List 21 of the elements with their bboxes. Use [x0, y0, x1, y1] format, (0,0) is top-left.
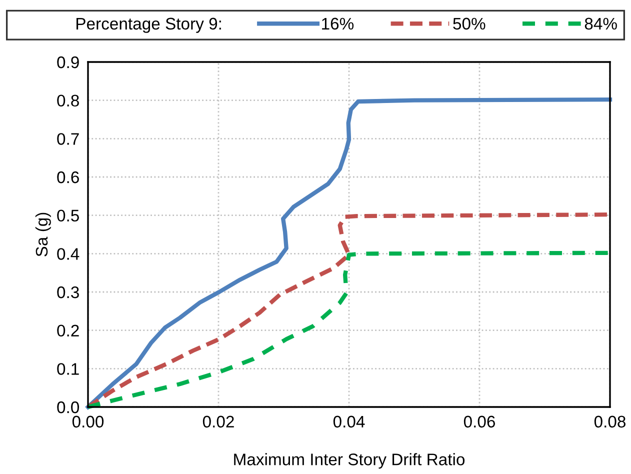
y-tick-label: 0.7 [57, 133, 79, 145]
x-tick-label: 0.02 [202, 416, 234, 428]
legend-title: Percentage Story 9: [76, 18, 221, 33]
x-axis-title: Maximum Inter Story Drift Ratio [234, 453, 465, 469]
y-tick-label: 0.0 [57, 401, 80, 414]
y-tick-label: 0.3 [57, 286, 79, 298]
x-tick-label: 0.04 [333, 416, 365, 428]
y-tick-label: 0.1 [57, 363, 79, 375]
y-tick-label: 0.2 [57, 324, 79, 337]
y-tick-label: 0.9 [57, 56, 79, 68]
y-tick-label: 0.4 [57, 248, 80, 260]
legend-label: 16% [322, 18, 354, 30]
x-tick-label: 0.00 [72, 416, 104, 428]
y-axis-title: Sa (g) [35, 212, 51, 256]
legend-label: 50% [453, 18, 486, 30]
x-tick-label: 0.06 [464, 416, 495, 428]
x-tick-label: 0.08 [594, 416, 626, 428]
y-tick-label: 0.5 [57, 210, 79, 222]
legend-label: 84% [584, 18, 617, 30]
y-tick-label: 0.6 [57, 171, 79, 184]
y-tick-label: 0.8 [57, 94, 79, 107]
